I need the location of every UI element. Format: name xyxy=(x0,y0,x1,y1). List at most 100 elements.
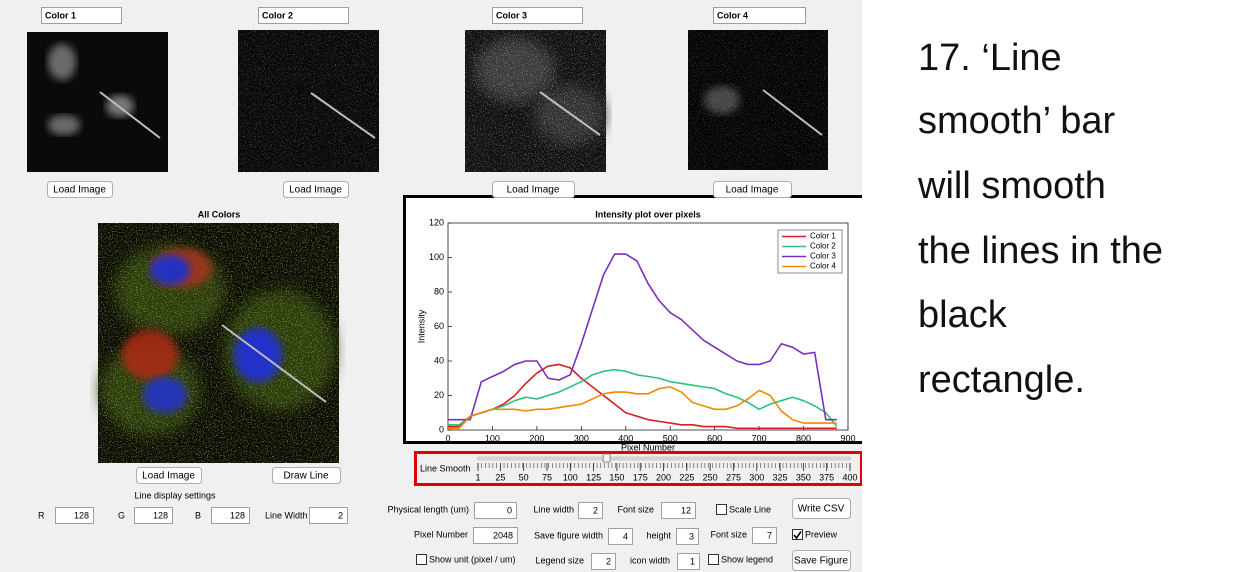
checkbox[interactable] xyxy=(708,554,719,565)
legend-label: Color 1 xyxy=(810,232,836,241)
y-tick-label: 120 xyxy=(429,217,444,227)
input-value[interactable]: 3 xyxy=(689,531,694,541)
input-value[interactable]: 12 xyxy=(681,505,691,515)
button[interactable] xyxy=(492,181,575,198)
slider-tick-label: 350 xyxy=(796,472,811,482)
checkbox-label[interactable]: Preview xyxy=(805,529,838,539)
slider-tick-label: 250 xyxy=(703,472,718,482)
legend-label: Color 2 xyxy=(810,242,836,251)
text-input[interactable] xyxy=(608,528,633,545)
x-tick-label: 500 xyxy=(663,433,678,443)
input-value[interactable]: 1 xyxy=(690,556,695,566)
text-input[interactable] xyxy=(473,527,518,544)
button[interactable] xyxy=(713,181,792,198)
caption-area xyxy=(862,0,1248,572)
text-input[interactable] xyxy=(258,7,349,24)
image-color-2 xyxy=(238,30,379,172)
field-label: G xyxy=(118,510,125,520)
caption-line: will smooth xyxy=(917,165,1106,207)
input-value[interactable]: Color 4 xyxy=(717,10,748,20)
x-tick-label: 900 xyxy=(840,433,855,443)
slider-thumb[interactable] xyxy=(602,453,611,463)
button-label[interactable]: Write CSV xyxy=(798,504,845,515)
input-value[interactable]: 7 xyxy=(767,530,772,540)
caption-line: smooth’ bar xyxy=(918,100,1115,142)
button[interactable] xyxy=(47,181,113,198)
field-label: Line width xyxy=(533,504,574,514)
button[interactable] xyxy=(792,498,851,519)
text-input[interactable] xyxy=(713,7,806,24)
button-label[interactable]: Save Figure xyxy=(794,556,848,567)
button-label[interactable]: Load Image xyxy=(507,185,560,196)
field-label: Line Width xyxy=(265,510,308,520)
input-value[interactable]: 2 xyxy=(338,510,343,520)
button[interactable] xyxy=(283,181,349,198)
field-label: Save figure width xyxy=(534,530,603,540)
text-input[interactable] xyxy=(41,7,122,24)
y-tick-label: 80 xyxy=(434,286,444,296)
x-tick-label: 800 xyxy=(796,433,811,443)
text-input[interactable] xyxy=(211,507,250,524)
y-axis-label: Intensity xyxy=(416,309,426,343)
composite-title: All Colors xyxy=(198,209,241,219)
button-label[interactable]: Load Image xyxy=(726,185,779,196)
input-value[interactable]: 2 xyxy=(606,556,611,566)
caption-line: 17. ‘Line xyxy=(918,37,1062,79)
x-tick-label: 600 xyxy=(707,433,722,443)
button-label[interactable]: Load Image xyxy=(289,185,342,196)
slider-tick-label: 400 xyxy=(842,472,857,482)
series-line xyxy=(448,363,837,430)
checkbox[interactable] xyxy=(716,504,727,515)
slider-track[interactable] xyxy=(477,456,851,461)
slider-tick-label: 375 xyxy=(819,472,834,482)
input-value[interactable]: 128 xyxy=(74,510,89,520)
input-value[interactable]: 2 xyxy=(593,505,598,515)
text-input[interactable] xyxy=(676,528,699,545)
slider-tick-label: 125 xyxy=(586,472,601,482)
input-value[interactable]: 4 xyxy=(623,531,628,541)
input-value[interactable]: 2048 xyxy=(493,530,513,540)
input-value[interactable]: 128 xyxy=(230,510,245,520)
x-axis-label: Pixel Number xyxy=(621,442,675,452)
checkbox-label[interactable]: Show unit (pixel / um) xyxy=(429,554,516,564)
series-line xyxy=(448,368,838,428)
input-value[interactable]: 128 xyxy=(153,510,168,520)
image-color-4 xyxy=(688,30,828,170)
text-input[interactable] xyxy=(677,553,700,570)
chart-title: Intensity plot over pixels xyxy=(595,209,701,219)
field-label: R xyxy=(38,510,45,520)
button-label[interactable]: Draw Line xyxy=(283,471,328,482)
text-input[interactable] xyxy=(55,507,94,524)
text-input[interactable] xyxy=(752,527,777,544)
section-title: Line display settings xyxy=(134,490,216,500)
x-tick-label: 300 xyxy=(574,433,589,443)
input-value[interactable]: Color 3 xyxy=(496,10,527,20)
input-value[interactable]: Color 1 xyxy=(45,10,76,20)
text-input[interactable] xyxy=(661,502,696,519)
checkbox-label[interactable]: Scale Line xyxy=(729,504,771,514)
field-label: height xyxy=(646,530,671,540)
x-tick-label: 0 xyxy=(445,433,450,443)
text-input[interactable] xyxy=(492,7,583,24)
text-input[interactable] xyxy=(309,507,348,524)
text-input[interactable] xyxy=(578,502,603,519)
text-input[interactable] xyxy=(134,507,173,524)
input-value[interactable]: Color 2 xyxy=(262,10,293,20)
checkbox-label[interactable]: Show legend xyxy=(721,554,773,564)
text-input[interactable] xyxy=(591,553,616,570)
button[interactable] xyxy=(792,550,851,571)
button[interactable] xyxy=(136,467,202,484)
checkbox[interactable] xyxy=(416,554,427,565)
checkbox[interactable] xyxy=(792,529,803,540)
button[interactable] xyxy=(272,467,341,484)
x-tick-label: 200 xyxy=(529,433,544,443)
input-value[interactable]: 0 xyxy=(507,505,512,515)
slider-tick-label: 275 xyxy=(726,472,741,482)
caption-line: rectangle. xyxy=(918,359,1085,401)
slider-tick-label: 150 xyxy=(609,472,624,482)
button-label[interactable]: Load Image xyxy=(142,471,195,482)
slider-tick-label: 100 xyxy=(563,472,578,482)
text-input[interactable] xyxy=(474,502,517,519)
x-tick-label: 700 xyxy=(752,433,767,443)
button-label[interactable]: Load Image xyxy=(53,185,106,196)
